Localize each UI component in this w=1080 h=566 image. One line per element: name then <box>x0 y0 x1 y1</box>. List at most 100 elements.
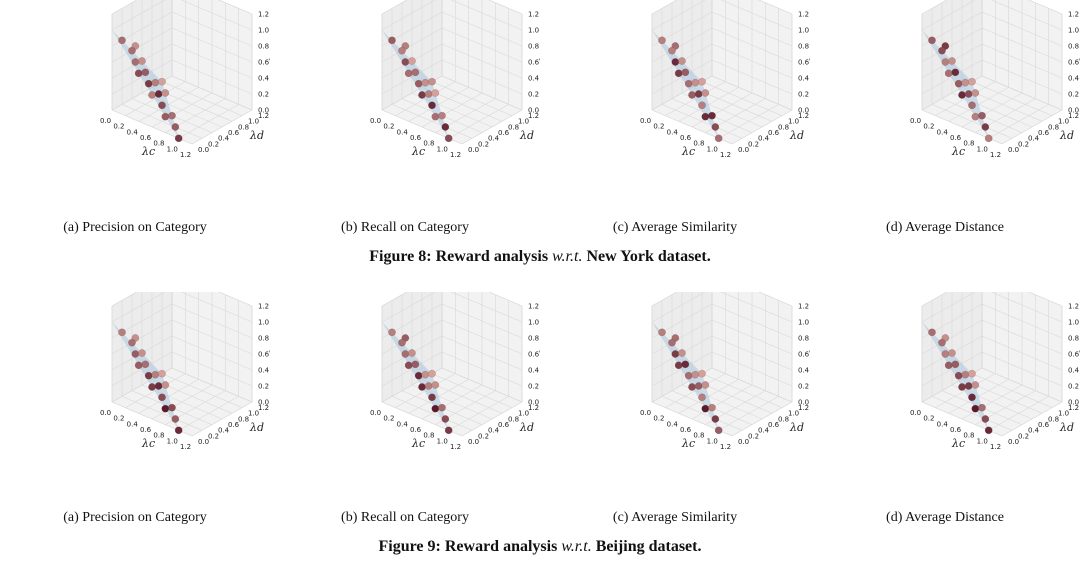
grid-line <box>488 0 523 15</box>
y-tick-label: 0.4 <box>218 427 230 435</box>
z-tick-label: 0.6 <box>798 59 810 67</box>
x-tick-label: 0.2 <box>113 415 124 423</box>
data-point <box>958 91 966 99</box>
data-point <box>684 79 693 88</box>
data-point <box>971 381 980 389</box>
data-point <box>971 89 980 97</box>
data-point <box>971 112 980 121</box>
data-point <box>701 112 710 121</box>
data-point <box>411 68 420 77</box>
z-tick-label: 1.2 <box>258 11 269 19</box>
data-point <box>144 79 153 88</box>
y-tick-label: 0.6 <box>768 129 780 137</box>
x-axis-label: λc <box>411 145 425 158</box>
z-tick-label: 0.6 <box>528 59 540 67</box>
data-point <box>404 69 413 78</box>
data-point <box>711 415 720 423</box>
x-tick-label: 0.8 <box>963 140 974 148</box>
y-tick-label: 0.4 <box>1028 427 1040 435</box>
x-tick-label: 1.2 <box>180 151 191 159</box>
grid-line <box>731 401 793 437</box>
data-point <box>708 111 716 120</box>
y-tick-label: 0.2 <box>1018 140 1029 148</box>
z-tick-label: 0.6 <box>1068 59 1080 67</box>
z-tick-label: 0.0 <box>798 107 809 115</box>
y-tick-label: 0.8 <box>508 415 519 423</box>
data-point <box>658 328 666 337</box>
plot-cell: 0.0 0.2 0.4 0.6 0.8 1.0 1.2 0.0 0.2 0.4 0.6 0.8 1.0 1… <box>270 292 540 525</box>
y-tick-label: 1.2 <box>1068 112 1079 120</box>
x-tick-label: 0.0 <box>910 409 921 417</box>
data-point <box>441 123 450 131</box>
z-tick-label: 0.4 <box>798 75 810 83</box>
data-point <box>964 382 973 390</box>
x-tick-label: 1.2 <box>450 151 461 159</box>
data-point <box>658 36 666 45</box>
x-tick-label: 0.8 <box>963 432 974 440</box>
y-axis-label: λd <box>249 129 264 142</box>
data-point <box>698 101 706 110</box>
x-tick-label: 0.6 <box>680 134 692 142</box>
data-point <box>681 360 690 369</box>
y-axis-label: λd <box>789 129 804 142</box>
y-tick-label: 0.2 <box>478 140 489 148</box>
y-tick-label: 1.0 <box>248 410 259 418</box>
x-tick-label: 0.6 <box>950 426 962 434</box>
grid-line <box>381 0 436 31</box>
z-tick-label: 0.4 <box>528 367 540 375</box>
z-tick-label: 1.2 <box>528 303 539 311</box>
x-axis-label: λc <box>141 437 155 450</box>
grid-line <box>1028 0 1063 15</box>
grid-line <box>651 292 678 307</box>
grid-line <box>171 75 253 111</box>
data-point <box>148 91 156 99</box>
grid-line <box>720 292 793 323</box>
x-axis-label: λc <box>951 145 965 158</box>
subfigure-caption: (b) Recall on Category <box>341 510 469 525</box>
data-point <box>681 68 690 77</box>
z-tick-label: 0.4 <box>1068 75 1080 83</box>
z-tick-label: 1.2 <box>798 303 809 311</box>
grid-line <box>431 373 513 408</box>
x-tick-label: 1.0 <box>437 437 448 445</box>
data-point <box>138 349 146 357</box>
grid-line <box>651 292 706 323</box>
z-tick-label: 0.0 <box>1068 399 1079 407</box>
grid-line <box>921 292 948 307</box>
y-tick-label: 0.0 <box>198 146 209 154</box>
x-tick-label: 0.4 <box>397 420 409 428</box>
data-point <box>928 328 936 337</box>
x-tick-label: 1.0 <box>977 437 988 445</box>
data-point <box>444 134 453 143</box>
y-tick-label: 0.8 <box>238 123 249 131</box>
y-tick-label: 1.0 <box>518 410 529 418</box>
data-point <box>678 57 686 65</box>
z-axis-label: λp <box>268 48 270 63</box>
y-tick-label: 0.8 <box>1048 415 1059 423</box>
z-tick-label: 0.2 <box>798 91 809 99</box>
x-tick-label: 0.6 <box>140 426 152 434</box>
grid-line <box>971 81 1053 116</box>
plot-cell: 0.0 0.2 0.4 0.6 0.8 1.0 1.2 0.0 0.2 0.4 0.6 0.8 1.0 1… <box>540 0 810 235</box>
z-tick-label: 0.2 <box>1068 91 1079 99</box>
grid-line <box>758 0 793 15</box>
grid-line <box>441 367 523 403</box>
y-tick-label: 1.0 <box>1058 118 1069 126</box>
grid-line <box>758 292 793 307</box>
data-point <box>951 68 960 77</box>
y-tick-label: 1.2 <box>528 112 539 120</box>
z-tick-label: 0.6 <box>258 351 270 359</box>
y-tick-label: 0.8 <box>238 415 249 423</box>
x-tick-label: 0.2 <box>923 123 934 131</box>
y-tick-label: 0.8 <box>778 415 789 423</box>
data-point <box>161 89 170 97</box>
y-tick-label: 0.0 <box>1008 438 1019 446</box>
z-tick-label: 0.2 <box>258 383 269 391</box>
x-tick-label: 0.0 <box>640 409 651 417</box>
data-point <box>674 69 683 78</box>
x-tick-label: 1.2 <box>990 443 1001 451</box>
data-point <box>941 58 950 66</box>
z-tick-label: 0.6 <box>258 59 270 67</box>
grid-line <box>180 292 253 323</box>
data-point <box>141 360 150 369</box>
